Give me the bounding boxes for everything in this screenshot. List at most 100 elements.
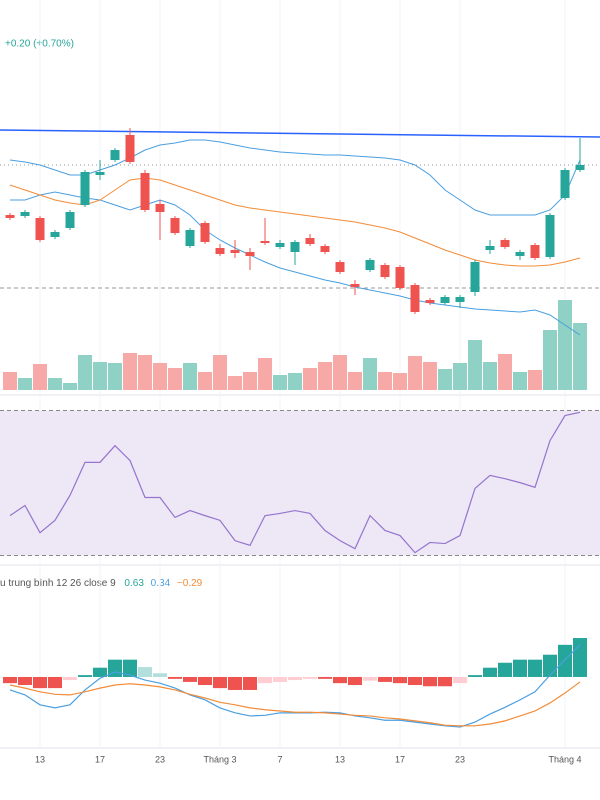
volume-bar <box>258 358 272 390</box>
x-tick-label: Tháng 4 <box>548 754 581 764</box>
volume-bar <box>393 373 407 390</box>
candle-body <box>560 170 570 198</box>
legend-value: −0.29 <box>177 578 203 589</box>
candle-body <box>35 218 45 240</box>
volume-bar <box>528 370 542 390</box>
volume-bar <box>348 372 362 390</box>
macd-histogram-bar <box>393 676 407 684</box>
macd-histogram-bar <box>153 673 167 677</box>
volume-bar <box>378 372 392 390</box>
volume-bar <box>63 383 77 390</box>
macd-histogram-bar <box>528 659 542 677</box>
macd-histogram-bar <box>543 654 557 677</box>
candle-body <box>65 212 75 228</box>
candle-body <box>95 172 105 175</box>
volume-bar <box>438 369 452 390</box>
macd-histogram-bar <box>573 638 587 677</box>
candle-body <box>200 223 210 242</box>
macd-line <box>9 644 581 728</box>
x-tick-label: 17 <box>95 754 105 764</box>
volume-bar <box>93 362 107 390</box>
macd-histogram-bar <box>348 676 362 686</box>
volume-bar <box>213 355 227 390</box>
x-tick-label: 23 <box>155 754 165 764</box>
macd-histogram-bar <box>63 676 77 681</box>
volume-bar <box>558 300 572 390</box>
volume-bar <box>288 373 302 390</box>
macd-histogram-bar <box>3 676 17 684</box>
volume-bar <box>183 363 197 390</box>
volume-bar <box>198 372 212 390</box>
macd-histogram-bar <box>288 676 302 681</box>
macd-histogram-bar <box>318 676 332 679</box>
volume-bar <box>18 378 32 390</box>
legend-value: 0.63 <box>124 578 144 589</box>
macd-histogram-bar <box>33 676 47 689</box>
candle-body <box>485 246 495 250</box>
candle-body <box>500 240 510 247</box>
candle-body <box>245 252 255 256</box>
candle-body <box>80 172 90 205</box>
volume-bar <box>33 364 47 390</box>
volume-bar <box>168 368 182 390</box>
macd-histogram-bar <box>468 675 482 677</box>
candle-body <box>455 297 465 302</box>
volume-bar <box>468 340 482 390</box>
candle-body <box>395 267 405 288</box>
volume-bar <box>543 330 557 390</box>
volume-bar <box>228 376 242 390</box>
macd-histogram-bar <box>423 676 437 687</box>
macd-histogram-bar <box>363 676 377 681</box>
volume-bar <box>573 323 587 390</box>
candle-body <box>155 204 165 212</box>
candle-body <box>305 238 315 244</box>
candle-body <box>335 262 345 272</box>
macd-histogram-bar <box>438 676 452 687</box>
volume-bar <box>243 372 257 390</box>
candle-body <box>440 297 450 303</box>
volume-bar <box>138 355 152 390</box>
trendline <box>0 129 600 138</box>
volume-bar <box>123 353 137 390</box>
candle-body <box>110 150 120 160</box>
macd-histogram-bar <box>198 676 212 686</box>
candle-body <box>350 284 360 287</box>
candle-body <box>545 215 555 257</box>
macd-line <box>9 681 581 727</box>
candle-body <box>260 241 270 243</box>
macd-histogram-bar <box>213 676 227 689</box>
candle-body <box>470 262 480 292</box>
indicator-line <box>10 191 581 336</box>
candle-body <box>215 248 225 254</box>
volume-bar <box>303 368 317 390</box>
candle-body <box>410 285 420 312</box>
candle-body <box>140 173 150 210</box>
x-tick-label: 13 <box>35 754 45 764</box>
candle-body <box>20 212 30 216</box>
candle-body <box>50 232 60 237</box>
volume-bar <box>273 375 287 390</box>
candle-body <box>170 218 180 233</box>
volume-bar <box>153 363 167 390</box>
rsi-band <box>0 410 600 556</box>
legend-value: 0.34 <box>151 578 171 589</box>
macd-histogram-bar <box>408 676 422 686</box>
volume-bar <box>513 372 527 390</box>
macd-histogram-bar <box>243 676 257 690</box>
x-tick-label: Tháng 3 <box>203 754 236 764</box>
macd-histogram-bar <box>138 667 152 677</box>
volume-bar <box>363 358 377 390</box>
volume-bar <box>318 362 332 390</box>
volume-bar <box>3 372 17 390</box>
macd-histogram-bar <box>93 667 107 677</box>
x-tick-label: 13 <box>335 754 345 764</box>
macd-histogram-bar <box>18 676 32 686</box>
macd-histogram-bar <box>273 676 287 682</box>
volume-bar <box>108 363 122 390</box>
legend-name: u trung bình 12 26 close 9 <box>0 578 116 589</box>
macd-legend: u trung bình 12 26 close 9 0.63 0.34 −0.… <box>0 578 203 589</box>
change-label: +0.20 (+0.70%) <box>5 39 74 50</box>
candle-body <box>185 230 195 246</box>
rsi-line <box>9 411 581 554</box>
